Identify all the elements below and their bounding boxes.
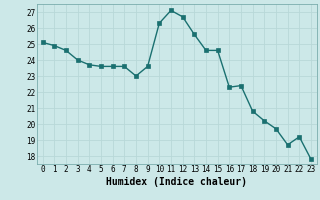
X-axis label: Humidex (Indice chaleur): Humidex (Indice chaleur) xyxy=(106,177,247,187)
